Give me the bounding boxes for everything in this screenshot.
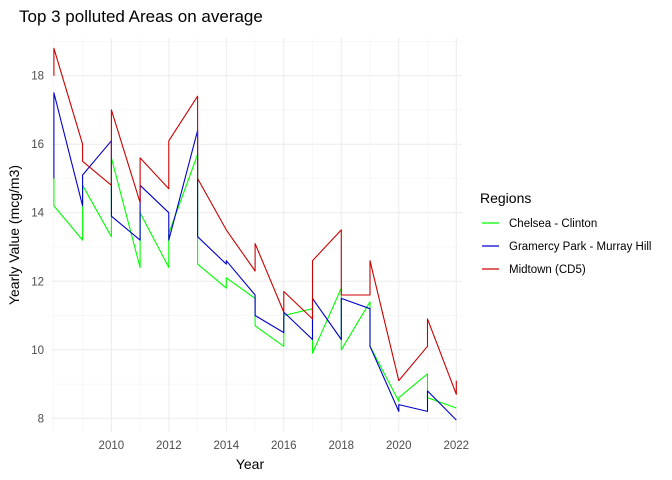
legend-items: Chelsea - Clinton Gramercy Park - Murray … — [482, 218, 651, 276]
y-tick-label: 12 — [31, 276, 44, 288]
y-axis-ticks: 8 10 12 14 16 18 — [31, 71, 44, 426]
x-axis-ticks: 2010 2012 2014 2016 2018 2020 2022 — [99, 440, 469, 452]
x-tick-label: 2022 — [443, 440, 469, 452]
x-tick-label: 2014 — [214, 440, 240, 452]
y-tick-label: 16 — [31, 139, 44, 151]
x-tick-label: 2020 — [386, 440, 412, 452]
legend: Regions Chelsea - Clinton Gramercy Park -… — [480, 190, 651, 276]
x-axis-label: Year — [236, 456, 265, 472]
x-tick-label: 2016 — [271, 440, 297, 452]
x-tick-label: 2018 — [328, 440, 354, 452]
series-lines — [53, 47, 457, 421]
series-line — [53, 47, 457, 395]
series-line — [53, 92, 457, 421]
chart-title: Top 3 polluted Areas on average — [19, 7, 263, 26]
grid — [51, 38, 462, 432]
legend-title: Regions — [480, 190, 531, 206]
y-tick-label: 14 — [31, 208, 44, 220]
y-tick-label: 10 — [31, 345, 44, 357]
legend-label: Chelsea - Clinton — [509, 218, 597, 230]
x-tick-label: 2010 — [99, 440, 125, 452]
legend-label: Gramercy Park - Murray Hill — [509, 241, 651, 253]
y-axis-label: Yearly Value (mcg/m3) — [6, 165, 22, 305]
y-tick-label: 8 — [38, 413, 44, 425]
legend-label: Midtown (CD5) — [509, 264, 586, 276]
x-tick-label: 2012 — [156, 440, 182, 452]
y-tick-label: 18 — [31, 71, 44, 83]
